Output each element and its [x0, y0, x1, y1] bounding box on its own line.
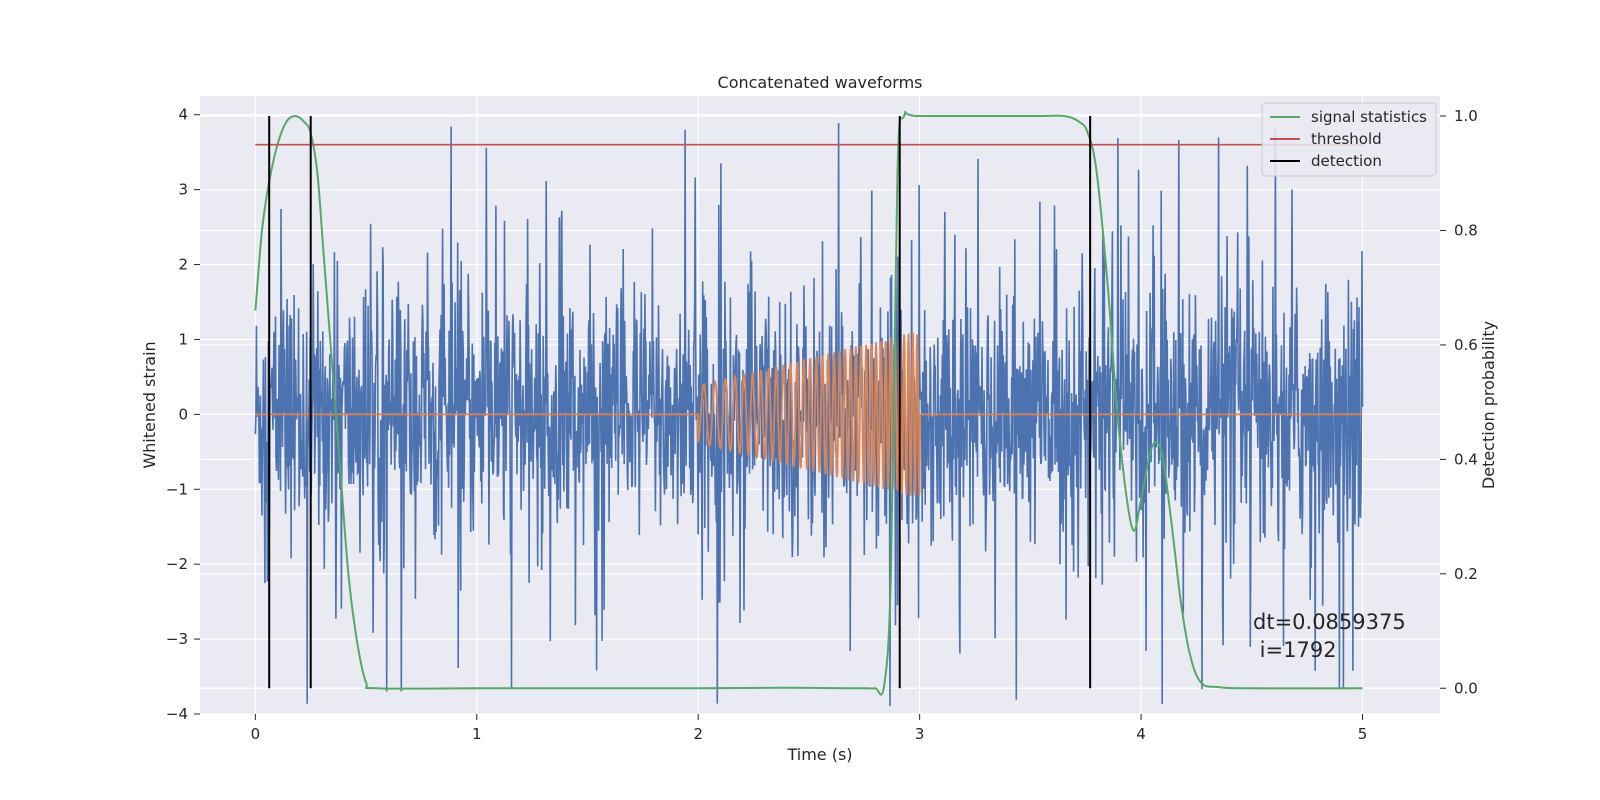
y-tick-label: −1	[166, 480, 188, 498]
x-tick-label: 3	[915, 725, 925, 743]
x-tick-label: 1	[472, 725, 482, 743]
y-axis-label: Whitened strain	[140, 341, 159, 468]
y2-tick-label: 0.6	[1454, 336, 1478, 354]
y2-axis-label: Detection probability	[1479, 321, 1498, 489]
legend-label-threshold: threshold	[1311, 130, 1382, 148]
x-tick-label: 2	[693, 725, 703, 743]
y-tick-label: −2	[166, 555, 188, 573]
y2-tick-label: 1.0	[1454, 107, 1478, 125]
x-axis-label: Time (s)	[786, 745, 852, 764]
y-tick-label: 1	[178, 330, 188, 348]
injected-chirp-trace	[255, 333, 1363, 497]
signal-statistics-line	[254, 110, 1363, 696]
annotation-line-2: i=1792	[1253, 638, 1337, 662]
y2-tick-label: 0.2	[1454, 565, 1478, 583]
legend-label-signal-statistics: signal statistics	[1311, 108, 1427, 126]
x-tick-label: 4	[1136, 725, 1146, 743]
annotation-line-1: dt=0.0859375	[1253, 610, 1406, 634]
y2-tick-label: 0.4	[1454, 450, 1478, 468]
y2-tick-label: 0.8	[1454, 221, 1478, 239]
y-tick-label: −3	[166, 630, 188, 648]
annotation: dt=0.0859375 i=1792	[1253, 610, 1406, 662]
y-tick-label: 4	[178, 106, 188, 124]
y-tick-label: 3	[178, 181, 188, 199]
x-tick-label: 5	[1358, 725, 1368, 743]
legend-label-detection: detection	[1311, 152, 1382, 170]
series-layer	[254, 110, 1364, 707]
chart-title: Concatenated waveforms	[718, 73, 923, 92]
ticks: 0 1 2 3 4 5 −4 −3 −2 −1 0 1 2 3 4 0.0 0.2 0.4 0.6 0.8 1.0	[166, 106, 1478, 743]
legend: signal statistics threshold detection	[1261, 102, 1437, 177]
y-tick-label: 2	[178, 256, 188, 274]
y-tick-label: 0	[178, 405, 188, 423]
legend-box	[1261, 102, 1437, 177]
y2-tick-label: 0.0	[1454, 679, 1478, 697]
x-tick-label: 0	[251, 725, 261, 743]
y-tick-label: −4	[166, 705, 188, 723]
